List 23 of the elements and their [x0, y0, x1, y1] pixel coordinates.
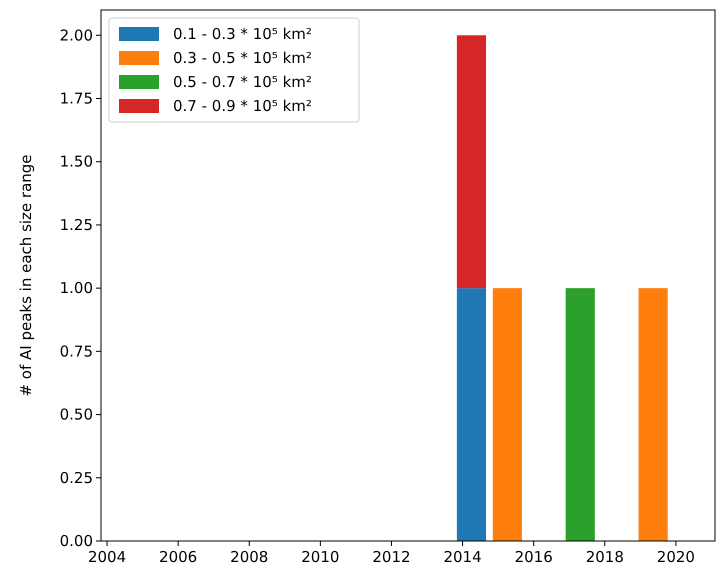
- x-tick-label: 2012: [372, 548, 411, 566]
- x-tick-label: 2014: [443, 548, 482, 566]
- y-tick-label: 1.25: [60, 216, 93, 234]
- legend-label: 0.7 - 0.9 * 10⁵ km²: [173, 97, 312, 115]
- x-tick-label: 2018: [586, 548, 624, 566]
- x-tick-label: 2016: [514, 548, 553, 566]
- legend-label: 0.3 - 0.5 * 10⁵ km²: [173, 49, 312, 67]
- y-tick-label: 2.00: [60, 26, 93, 44]
- y-tick-label: 1.75: [60, 90, 93, 108]
- x-tick-label: 2006: [159, 548, 198, 566]
- legend-label: 0.5 - 0.7 * 10⁵ km²: [173, 73, 312, 91]
- x-tick-label: 2020: [656, 548, 695, 566]
- y-tick-label: 0.75: [60, 342, 93, 360]
- y-tick-label: 1.50: [60, 152, 93, 171]
- y-tick-label: 0.25: [60, 468, 93, 487]
- y-tick-label: 0.50: [60, 406, 93, 424]
- y-axis-title: # of AI peaks in each size range: [17, 154, 35, 397]
- legend-label: 0.1 - 0.3 * 10⁵ km²: [173, 25, 312, 43]
- y-tick-label: 1.00: [60, 279, 93, 298]
- x-tick-label: 2004: [88, 548, 126, 566]
- y-tick-label: 0.00: [60, 532, 93, 550]
- x-tick-label: 2008: [230, 548, 268, 566]
- x-tick-label: 2010: [301, 548, 340, 566]
